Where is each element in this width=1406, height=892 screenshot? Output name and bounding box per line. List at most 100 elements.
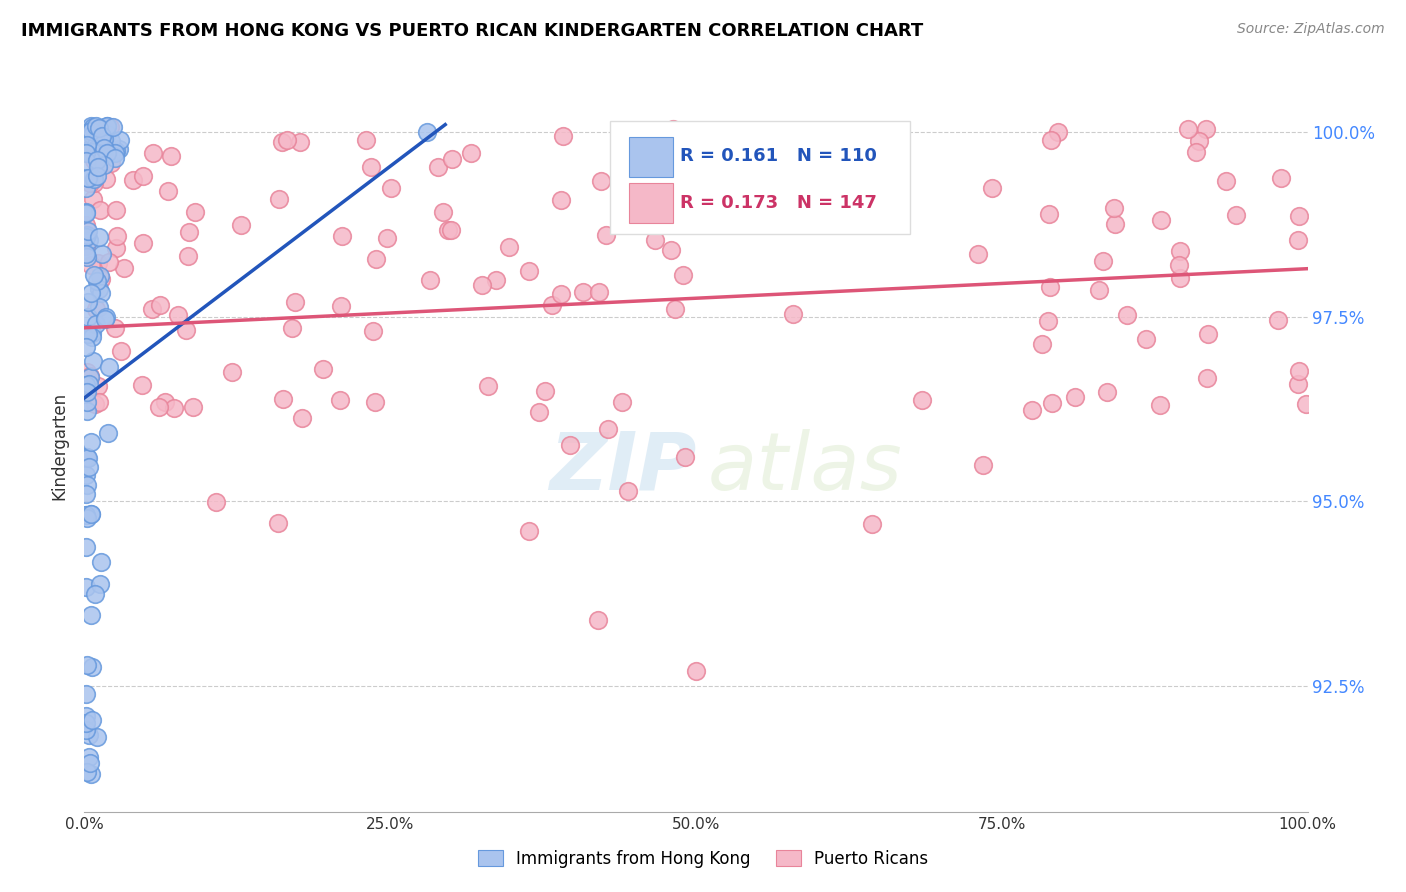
Point xyxy=(76,450,98,465)
Point xyxy=(659,243,682,257)
Point xyxy=(75,716,97,731)
Point xyxy=(558,437,581,451)
Point xyxy=(550,193,572,207)
Point xyxy=(79,370,101,384)
Y-axis label: Kindergarten: Kindergarten xyxy=(51,392,69,500)
Point xyxy=(100,145,122,160)
Point xyxy=(96,145,118,160)
Point xyxy=(76,404,98,418)
Point xyxy=(75,153,97,168)
Point xyxy=(354,132,377,146)
Point xyxy=(477,379,499,393)
Point xyxy=(330,229,353,244)
Point xyxy=(84,397,107,411)
Point xyxy=(80,326,103,340)
Point xyxy=(76,227,98,242)
Point xyxy=(97,359,120,374)
Point xyxy=(77,170,100,185)
Point xyxy=(281,321,304,335)
Point xyxy=(1168,258,1191,272)
Point xyxy=(76,657,98,672)
Point xyxy=(329,392,352,407)
Point xyxy=(77,326,100,341)
Point xyxy=(441,152,464,166)
Point xyxy=(460,146,482,161)
Point xyxy=(87,378,110,392)
Point xyxy=(1031,336,1053,351)
Point xyxy=(79,756,101,771)
Point xyxy=(86,730,108,744)
Point xyxy=(80,259,103,273)
Point xyxy=(76,310,98,325)
Point xyxy=(572,285,595,299)
Point xyxy=(108,132,131,146)
Point xyxy=(1286,233,1309,247)
Point xyxy=(75,467,97,482)
Point xyxy=(540,298,562,312)
Point xyxy=(163,401,186,416)
Point xyxy=(112,261,135,276)
Point xyxy=(589,174,612,188)
Point xyxy=(498,240,520,254)
Point xyxy=(75,239,97,253)
Point xyxy=(97,426,120,441)
Point xyxy=(419,273,441,287)
Point xyxy=(1188,134,1211,148)
Point xyxy=(84,301,107,316)
Point xyxy=(661,121,683,136)
Point xyxy=(83,153,105,167)
Point xyxy=(100,134,122,148)
Point xyxy=(1092,254,1115,268)
Point xyxy=(148,400,170,414)
Point xyxy=(1149,399,1171,413)
Point xyxy=(93,132,115,146)
Point xyxy=(76,365,98,379)
Point xyxy=(1288,363,1310,377)
Point xyxy=(1039,133,1062,147)
Point xyxy=(361,324,384,338)
Point xyxy=(84,120,107,134)
Point xyxy=(177,226,200,240)
Point xyxy=(93,158,115,172)
Point xyxy=(142,145,165,160)
Point xyxy=(366,252,388,266)
Point xyxy=(416,125,439,139)
Point xyxy=(1288,209,1310,223)
Point xyxy=(1064,390,1087,404)
Point xyxy=(80,508,103,522)
Point xyxy=(98,120,121,135)
Point xyxy=(79,750,101,764)
Point xyxy=(276,133,298,147)
Point xyxy=(1270,171,1292,186)
Point xyxy=(1047,125,1070,139)
FancyBboxPatch shape xyxy=(628,137,672,177)
Point xyxy=(551,129,574,144)
Point xyxy=(76,385,98,400)
Point xyxy=(159,149,181,163)
Point xyxy=(967,247,990,261)
Point xyxy=(98,255,121,269)
Point xyxy=(79,369,101,384)
FancyBboxPatch shape xyxy=(628,184,672,223)
Point xyxy=(108,142,131,156)
Point xyxy=(79,177,101,191)
Point xyxy=(672,268,695,282)
Point xyxy=(82,120,104,135)
Point xyxy=(1038,314,1060,328)
Point xyxy=(75,146,97,161)
Point xyxy=(77,326,100,341)
Point xyxy=(86,138,108,153)
Point xyxy=(86,274,108,288)
Point xyxy=(153,395,176,409)
Point xyxy=(80,128,103,142)
Point xyxy=(105,242,128,256)
Point xyxy=(1168,270,1191,285)
Point xyxy=(1116,308,1139,322)
Point xyxy=(94,310,117,324)
Point xyxy=(94,172,117,186)
Point xyxy=(271,392,294,407)
Point xyxy=(90,286,112,301)
Point xyxy=(80,608,103,623)
Point xyxy=(167,309,190,323)
Point xyxy=(94,143,117,157)
